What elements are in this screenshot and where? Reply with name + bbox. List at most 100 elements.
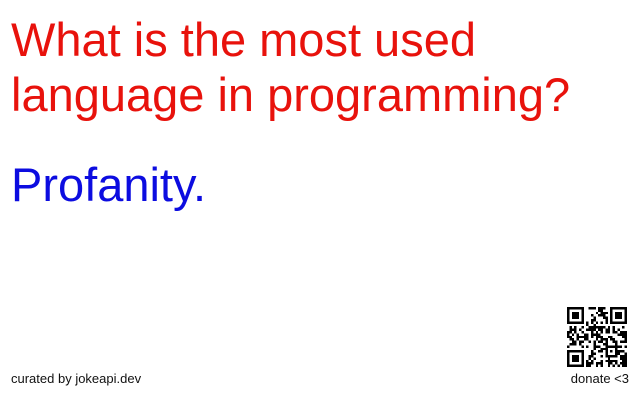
qr-module xyxy=(622,364,625,367)
qr-module xyxy=(567,331,570,334)
qr-module xyxy=(593,340,596,343)
qr-module xyxy=(574,311,577,315)
qr-module xyxy=(624,311,627,315)
qr-module xyxy=(622,326,625,329)
qr-module xyxy=(581,364,584,367)
qr-module xyxy=(591,331,594,334)
qr-module xyxy=(607,355,611,358)
qr-module xyxy=(576,355,579,358)
qr-module xyxy=(593,333,596,336)
qr-module xyxy=(581,331,584,334)
qr-module xyxy=(593,323,596,327)
qr-module xyxy=(595,364,599,367)
qr-module xyxy=(588,340,591,343)
qr-module xyxy=(624,340,627,343)
qr-module xyxy=(612,355,615,358)
qr-module xyxy=(607,328,611,331)
qr-module xyxy=(583,333,587,336)
qr-module xyxy=(619,333,623,336)
qr-module xyxy=(593,345,596,348)
qr-module xyxy=(569,335,572,339)
qr-module xyxy=(610,335,613,339)
qr-module xyxy=(571,311,575,315)
qr-module xyxy=(574,343,577,346)
qr-module xyxy=(567,355,570,358)
qr-module xyxy=(617,321,620,324)
qr-module xyxy=(598,326,601,329)
qr-module xyxy=(586,323,589,327)
qr-module xyxy=(581,345,584,348)
qr-module xyxy=(615,352,618,355)
qr-module xyxy=(569,331,572,334)
qr-module xyxy=(567,309,570,312)
qr-module xyxy=(617,316,620,319)
qr-module xyxy=(605,316,608,319)
qr-module xyxy=(607,357,611,360)
qr-module xyxy=(567,333,570,336)
qr-module xyxy=(598,340,601,343)
qr-module xyxy=(591,350,594,353)
qr-module xyxy=(586,362,589,365)
qr-module xyxy=(622,335,625,339)
qr-module xyxy=(579,321,582,324)
qr-module xyxy=(603,316,606,319)
qr-module xyxy=(624,359,627,363)
qr-module xyxy=(576,357,579,360)
qr-module xyxy=(571,333,575,336)
qr-module xyxy=(571,307,575,310)
qr-module xyxy=(586,345,589,348)
qr-module xyxy=(624,362,627,365)
qr-module xyxy=(603,314,606,317)
qr-module xyxy=(588,364,591,367)
qr-module xyxy=(600,359,603,363)
qr-module xyxy=(622,350,625,353)
qr-module xyxy=(576,314,579,317)
qr-module xyxy=(617,345,620,348)
qr-module xyxy=(591,335,594,339)
qr-module xyxy=(615,340,618,343)
qr-module xyxy=(581,321,584,324)
qr-module xyxy=(615,314,618,317)
qr-module xyxy=(567,316,570,319)
qr-module xyxy=(603,311,606,315)
qr-module xyxy=(581,319,584,322)
qr-module xyxy=(612,326,615,329)
qr-module xyxy=(615,359,618,363)
qr-module xyxy=(571,338,575,341)
qr-module xyxy=(593,326,596,329)
qr-module xyxy=(567,357,570,360)
qr-module xyxy=(581,350,584,353)
qr-module xyxy=(624,319,627,322)
curated-by-credit: curated by jokeapi.dev xyxy=(11,371,142,386)
qr-module xyxy=(588,307,591,310)
qr-module xyxy=(593,328,596,331)
qr-module xyxy=(569,364,572,367)
qr-module xyxy=(600,355,603,358)
qr-module xyxy=(622,355,625,358)
qr-module xyxy=(605,355,608,358)
qr-module xyxy=(581,326,584,329)
qr-module xyxy=(615,311,618,315)
qr-module xyxy=(619,357,623,360)
qr-module xyxy=(571,314,575,317)
qr-module xyxy=(624,352,627,355)
qr-module xyxy=(617,311,620,315)
qr-code-icon[interactable] xyxy=(567,307,627,367)
qr-module xyxy=(567,359,570,363)
qr-module xyxy=(593,352,596,355)
qr-module xyxy=(619,314,623,317)
qr-module xyxy=(571,355,575,358)
qr-module xyxy=(615,350,618,353)
qr-module xyxy=(588,357,591,360)
qr-module xyxy=(600,331,603,334)
qr-module xyxy=(567,362,570,365)
qr-module xyxy=(610,316,613,319)
qr-module xyxy=(567,335,570,339)
qr-module xyxy=(619,340,623,343)
qr-module xyxy=(579,328,582,331)
qr-module xyxy=(619,331,623,334)
qr-module xyxy=(624,333,627,336)
donate-link[interactable]: donate <3 xyxy=(570,371,629,386)
qr-module xyxy=(581,362,584,365)
qr-module xyxy=(617,307,620,310)
